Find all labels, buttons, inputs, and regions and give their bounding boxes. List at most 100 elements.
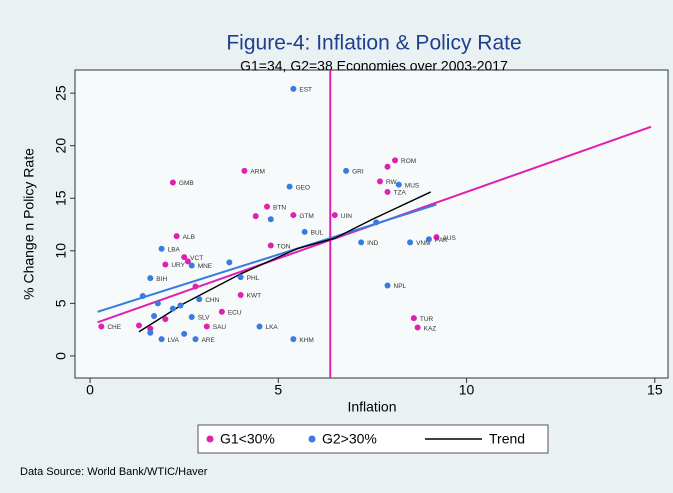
- legend-items: G1<30% G2>30% Trend: [206, 431, 525, 447]
- y-tick-label: 10: [53, 243, 69, 259]
- point: [139, 293, 146, 300]
- point: [177, 302, 184, 309]
- y-tick-label: 25: [53, 85, 69, 101]
- point-label: ECU: [228, 309, 242, 316]
- point: [218, 308, 225, 315]
- trend-line: [138, 191, 432, 333]
- point-label: KAZ: [424, 325, 437, 332]
- point-label: GTM: [299, 213, 313, 220]
- y-axis-label: % Change n Policy Rate: [21, 148, 37, 300]
- point: [173, 233, 180, 240]
- point: [290, 85, 297, 92]
- point-label: UIN: [341, 213, 353, 220]
- point-label: PAK: [435, 237, 448, 244]
- point: [192, 283, 199, 290]
- point-label: KWT: [247, 293, 261, 300]
- point-label: TUR: [420, 316, 434, 323]
- plot-area: [74, 69, 669, 379]
- point-label: LKA: [265, 324, 278, 331]
- point: [203, 323, 210, 330]
- point: [158, 245, 165, 252]
- point: [188, 314, 195, 321]
- point: [264, 203, 271, 210]
- point: [395, 181, 402, 188]
- point-label: BIH: [156, 276, 167, 283]
- point-label: CHN: [205, 297, 219, 304]
- point-label: BTN: [273, 204, 286, 211]
- x-axis-label: Inflation: [347, 399, 396, 415]
- point: [151, 312, 158, 319]
- point: [407, 239, 414, 246]
- legend-label: G1<30%: [220, 431, 275, 447]
- point: [192, 336, 199, 343]
- point-label: SAU: [213, 324, 227, 331]
- x-tick-label: 10: [459, 382, 475, 398]
- point-label: IND: [367, 240, 379, 247]
- point: [392, 157, 399, 164]
- point: [373, 219, 380, 226]
- point-label: ROM: [401, 158, 416, 165]
- source-note: Data Source: World Bank/WTIC/Haver: [20, 466, 208, 478]
- chart-subtitle: G1=34, G2=38 Economies over 2003-2017: [240, 58, 508, 74]
- point: [256, 323, 263, 330]
- point-label: MUS: [405, 182, 420, 189]
- point: [384, 188, 391, 195]
- x-tick-label: 0: [86, 382, 94, 398]
- point-label: GRI: [352, 169, 364, 176]
- point: [184, 258, 191, 265]
- point: [169, 305, 176, 312]
- point: [301, 228, 308, 235]
- point: [147, 325, 154, 332]
- point-label: GEO: [296, 184, 310, 191]
- point: [384, 282, 391, 289]
- point-label: TON: [277, 243, 291, 250]
- point-label: SLV: [198, 315, 210, 322]
- point: [433, 234, 440, 241]
- point: [136, 322, 143, 329]
- legend-label: Trend: [489, 431, 525, 447]
- legend-label: G2>30%: [322, 431, 377, 447]
- y-tick-label: 15: [53, 190, 69, 206]
- point-label: BUL: [311, 230, 324, 237]
- point-label: AUS: [442, 235, 456, 242]
- point: [154, 300, 161, 307]
- x-tick-label: 5: [274, 382, 282, 398]
- point: [267, 216, 274, 223]
- point-label: KHM: [299, 337, 313, 344]
- point: [162, 261, 169, 268]
- point-label: TZA: [394, 190, 407, 197]
- point: [181, 254, 188, 261]
- point-label: EST: [299, 87, 312, 94]
- y-tick-label: 5: [53, 299, 69, 307]
- y-tick-label: 0: [53, 352, 69, 360]
- point: [241, 167, 248, 174]
- point: [181, 330, 188, 337]
- point-label: VCT: [190, 255, 203, 262]
- point: [290, 336, 297, 343]
- point: [169, 179, 176, 186]
- point: [162, 316, 169, 323]
- y-tick-label: 20: [53, 138, 69, 154]
- point: [188, 262, 195, 269]
- point: [410, 315, 417, 322]
- point-label: ARE: [201, 337, 215, 344]
- point: [237, 274, 244, 281]
- point: [414, 324, 421, 331]
- legend: [197, 424, 549, 454]
- point-label: GMB: [179, 180, 194, 187]
- point: [147, 275, 154, 282]
- point: [286, 183, 293, 190]
- point: [376, 178, 383, 185]
- point: [196, 296, 203, 303]
- legend-marker: [308, 435, 316, 443]
- point-label: RW: [386, 179, 398, 186]
- point-label: URY: [171, 262, 185, 269]
- point: [358, 239, 365, 246]
- point: [252, 213, 259, 220]
- point-label: MNE: [198, 263, 213, 270]
- point-label: VNM: [416, 240, 430, 247]
- point: [384, 163, 391, 170]
- x-tick-label: 15: [647, 382, 663, 398]
- point-label: ALB: [183, 234, 195, 241]
